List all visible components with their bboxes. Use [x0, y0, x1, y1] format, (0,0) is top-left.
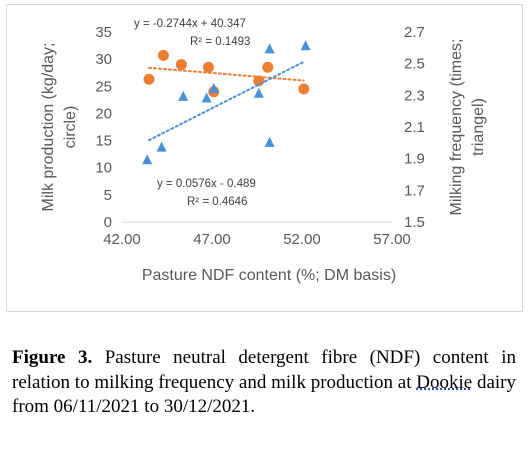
y-left-tick-label: 0: [104, 214, 112, 231]
milk-production-r2: R² = 0.1493: [190, 36, 250, 48]
y-left-tick-label: 10: [95, 160, 112, 177]
y-right-tick-label: 1.9: [404, 151, 425, 168]
y-right-tick-label: 2.5: [404, 56, 425, 73]
milking-frequency-r2: R² = 0.4646: [187, 196, 247, 208]
milking-frequency-point: [178, 90, 189, 101]
x-tick-label: 47.00: [193, 231, 231, 248]
milking-frequency-point: [264, 43, 275, 54]
scatter-chart: 0 5 10 15 20 25 30 35 1.5 1.7 1.9 2.1 2.3 2.5 2.7 42.00…: [40, 18, 487, 284]
y-left-tick-label: 20: [95, 105, 112, 122]
y-left-tick-label: 30: [95, 51, 112, 68]
y-left-tick-label: 25: [95, 78, 112, 95]
y-right-tick-label: 2.7: [404, 24, 425, 41]
milk-production-trendline: [148, 66, 305, 82]
y-left-axis-title: Milk production (kg/day; circle): [40, 43, 79, 212]
milking-frequency-point: [253, 87, 264, 98]
caption-text-2: dairy from 06/11/2021 to 30/12/2021.: [12, 371, 516, 418]
milking-frequency-point: [201, 92, 212, 103]
caption-place: Dookie: [416, 371, 473, 393]
milking-frequency-equation: y = 0.0576x - 0.489: [157, 178, 256, 190]
y-right-tick-label: 1.5: [404, 214, 425, 231]
figure-label: Figure 3.: [12, 347, 93, 368]
milking-frequency-point: [156, 141, 167, 152]
y-left-tick-label: 35: [95, 24, 112, 41]
y-right-tick-label: 1.7: [404, 182, 425, 199]
milk-production-equation: y = -0.2744x + 40.347: [134, 18, 246, 30]
milking-frequency-trendline: [148, 60, 305, 142]
milk-production-point: [175, 59, 187, 71]
x-tick-label: 42.00: [103, 231, 141, 248]
chart-frame: 0 5 10 15 20 25 30 35 1.5 1.7 1.9 2.1 2.3 2.5 2.7 42.00…: [6, 4, 523, 312]
figure-caption: Figure 3. Pasture neutral detergent fibr…: [12, 346, 516, 420]
x-tick-label: 57.00: [373, 231, 411, 248]
milk-production-point: [262, 61, 274, 73]
milking-frequency-point: [300, 40, 311, 51]
x-tick-label: 52.00: [283, 231, 321, 248]
y-left-tick-label: 5: [104, 187, 112, 204]
milk-production-point: [143, 73, 155, 85]
milk-production-point: [157, 49, 169, 61]
y-right-tick-label: 2.1: [404, 119, 425, 136]
y-left-tick-label: 15: [95, 133, 112, 150]
milking-frequency-point: [208, 83, 219, 93]
milking-frequency-point: [142, 154, 153, 165]
milk-production-point: [253, 75, 265, 87]
milk-production-point: [202, 61, 214, 73]
milk-production-point: [298, 83, 310, 95]
x-axis-title: Pasture NDF content (%; DM basis): [142, 267, 396, 284]
y-right-tick-label: 2.3: [404, 87, 425, 104]
y-right-axis-title: Milking frequency (times; triangel): [448, 39, 487, 216]
caption-text-1: Pasture neutral detergent fibre (NDF) co…: [12, 347, 516, 393]
milking-frequency-point: [264, 136, 275, 147]
